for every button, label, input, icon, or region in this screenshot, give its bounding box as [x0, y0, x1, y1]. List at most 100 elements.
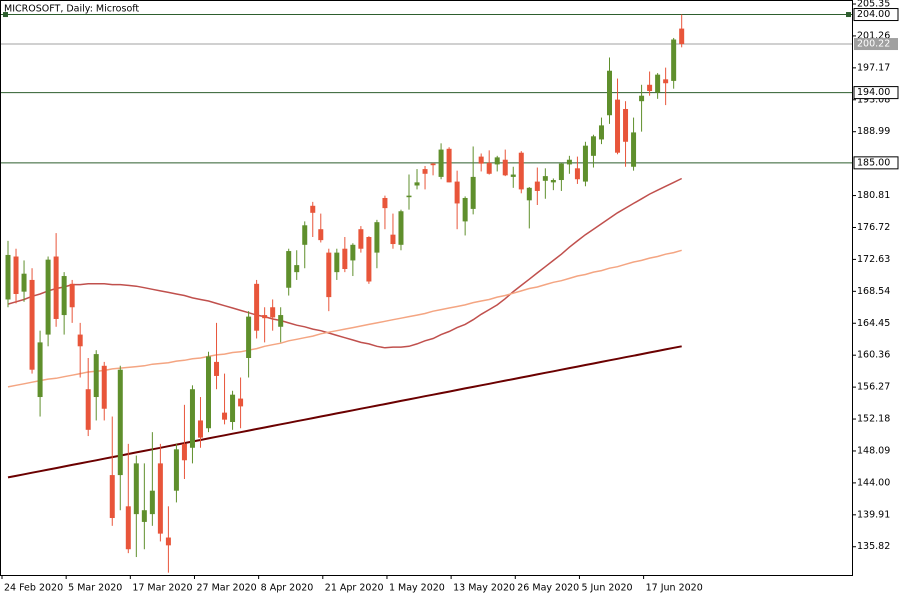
- candle-body: [374, 222, 380, 253]
- candle-body: [238, 398, 244, 407]
- candle-body: [510, 174, 516, 177]
- candle-body: [334, 252, 340, 273]
- candle-body: [278, 315, 284, 327]
- candle-body: [486, 162, 492, 174]
- moving-average: [7, 345, 682, 479]
- candle-body: [366, 237, 372, 282]
- candle-body: [350, 244, 356, 261]
- candle-body: [398, 211, 404, 245]
- candle-body: [206, 356, 211, 429]
- candle-body: [125, 506, 131, 550]
- candle-body: [342, 248, 348, 270]
- x-tick-label: 26 May 2020: [517, 583, 579, 594]
- x-tick-label: 21 Apr 2020: [325, 583, 384, 594]
- y-tick-label: 188.99: [857, 126, 890, 137]
- candle-body: [270, 307, 276, 318]
- candle-body: [518, 152, 524, 190]
- candle-body: [623, 108, 629, 142]
- candle-body: [631, 132, 637, 167]
- candle-body: [165, 537, 171, 546]
- candle-body: [181, 443, 187, 461]
- moving-average: [7, 177, 683, 349]
- candle-body: [590, 136, 596, 156]
- x-tick-label: 5 Mar 2020: [68, 583, 122, 594]
- candle-body: [655, 74, 661, 93]
- y-tick-label: 144.00: [857, 477, 890, 488]
- candle-body: [494, 157, 500, 165]
- candle-body: [173, 449, 179, 491]
- candle-body: [302, 225, 308, 245]
- level-label: 204.00: [857, 9, 890, 20]
- y-tick-label: 152.18: [857, 414, 890, 425]
- candle-body: [406, 195, 412, 198]
- y-tick-label: 201.26: [857, 30, 890, 41]
- candle-body: [61, 276, 67, 316]
- y-tick-label: 160.36: [857, 350, 890, 361]
- candle-body: [574, 168, 580, 180]
- candle-body: [582, 145, 588, 182]
- level-handle: [846, 12, 851, 18]
- candle-body: [310, 205, 316, 213]
- candle-body: [446, 148, 452, 183]
- y-tick-label: 197.17: [857, 62, 890, 73]
- candle-body: [558, 163, 564, 181]
- candle-body: [639, 95, 645, 102]
- candle-body: [607, 70, 612, 116]
- candle-body: [390, 234, 396, 245]
- candle-body: [157, 463, 163, 534]
- y-tick-label: 176.72: [857, 222, 890, 233]
- candle-body: [438, 149, 444, 177]
- price-label-box: [854, 38, 898, 51]
- candle-body: [647, 84, 653, 92]
- candle-body: [117, 369, 123, 476]
- candle-body: [478, 156, 484, 164]
- candle-body: [21, 273, 27, 292]
- candle-body: [45, 259, 51, 335]
- x-tick-label: 17 Jun 2020: [646, 583, 703, 594]
- candle-body: [254, 283, 260, 331]
- level-label-box: [853, 86, 899, 100]
- plot-frame: [0, 0, 853, 576]
- candle-body: [5, 254, 11, 300]
- candle-body: [294, 265, 300, 273]
- candle-body: [29, 279, 35, 370]
- candle-body: [222, 412, 228, 420]
- y-tick-label: 205.35: [857, 0, 890, 10]
- candle-body: [141, 510, 147, 522]
- candle-body: [101, 365, 107, 409]
- x-tick-label: 17 Mar 2020: [132, 583, 192, 594]
- x-tick-label: 1 May 2020: [389, 583, 445, 594]
- candle-body: [85, 389, 91, 430]
- y-tick-label: 164.45: [857, 318, 890, 329]
- candle-body: [422, 169, 428, 174]
- y-tick-label: 156.27: [857, 382, 890, 393]
- candle-body: [133, 463, 139, 515]
- candle-body: [53, 256, 59, 319]
- x-tick-label: 27 Mar 2020: [196, 583, 256, 594]
- candle-body: [109, 475, 115, 519]
- x-tick-label: 24 Feb 2020: [4, 583, 63, 594]
- y-tick-label: 135.82: [857, 541, 890, 552]
- price-label: 200.22: [857, 39, 890, 50]
- candle-body: [671, 39, 677, 81]
- x-tick-label: 13 May 2020: [453, 583, 515, 594]
- y-tick-label: 193.08: [857, 94, 890, 105]
- candle-body: [615, 99, 621, 153]
- candle-body: [93, 354, 99, 398]
- y-tick-label: 148.09: [857, 445, 890, 456]
- candle-body: [454, 181, 460, 204]
- candle-body: [214, 361, 220, 376]
- candle-body: [534, 181, 540, 191]
- candle-body: [318, 229, 324, 241]
- candle-body: [502, 159, 508, 176]
- candle-body: [566, 159, 572, 165]
- candle-body: [230, 394, 236, 423]
- candle-body: [286, 251, 292, 288]
- x-tick-label: 8 Apr 2020: [261, 583, 314, 594]
- candle-body: [326, 252, 332, 298]
- x-tick-label: 5 Jun 2020: [581, 583, 632, 594]
- candle-body: [526, 187, 532, 201]
- level-label: 185.00: [857, 157, 890, 168]
- candle-body: [462, 197, 468, 222]
